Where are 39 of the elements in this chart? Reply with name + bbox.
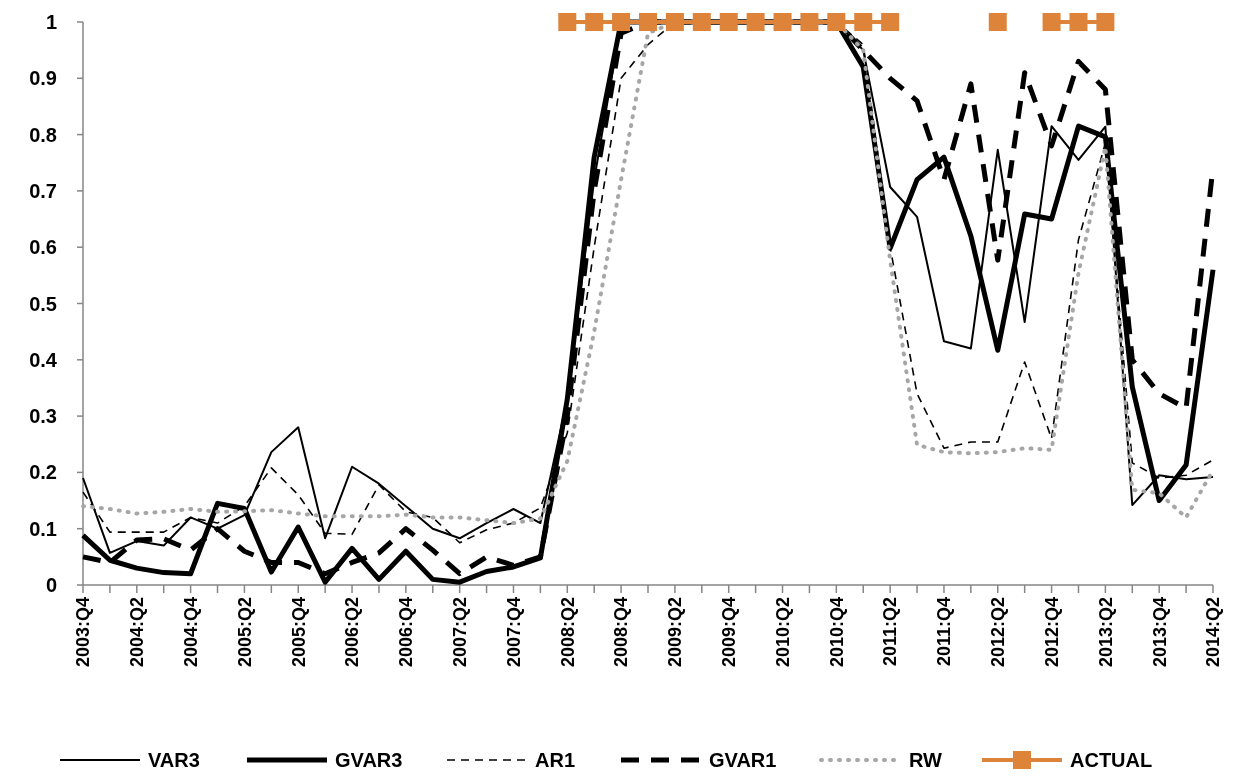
legend-label: GVAR1 xyxy=(709,749,777,771)
legend-label: AR1 xyxy=(535,749,576,771)
x-tick-label: 2007:Q4 xyxy=(503,597,524,668)
legend-label: VAR3 xyxy=(148,749,200,771)
x-tick-label: 2004:Q4 xyxy=(180,597,201,668)
x-tick-label: 2006:Q2 xyxy=(342,597,363,668)
y-tick-label: 0.6 xyxy=(29,236,57,259)
x-tick-label: 2012:Q2 xyxy=(988,597,1009,668)
y-tick-label: 0.8 xyxy=(29,123,57,146)
y-tick-label: 0.7 xyxy=(29,179,57,202)
x-tick-label: 2003:Q4 xyxy=(73,597,94,668)
x-tick-label: 2009:Q2 xyxy=(665,597,686,668)
x-tick-label: 2010:Q4 xyxy=(826,597,847,668)
x-tick-label: 2005:Q4 xyxy=(288,597,309,668)
x-tick-label: 2011:Q2 xyxy=(880,597,901,667)
x-tick-label: 2005:Q2 xyxy=(234,597,255,668)
x-tick-label: 2010:Q2 xyxy=(772,597,793,668)
x-tick-label: 2008:Q4 xyxy=(611,597,632,668)
x-tick-label: 2012:Q4 xyxy=(1041,597,1062,668)
y-tick-label: 0 xyxy=(45,574,57,596)
x-tick-label: 2014:Q2 xyxy=(1203,597,1224,668)
legend-label: GVAR3 xyxy=(335,749,403,771)
y-tick-label: 1 xyxy=(45,11,57,33)
x-tick-label: 2008:Q2 xyxy=(557,597,578,668)
x-tick-label: 2011:Q4 xyxy=(934,597,955,667)
x-tick-label: 2006:Q4 xyxy=(396,597,417,668)
y-tick-label: 0.2 xyxy=(29,461,57,484)
y-tick-label: 0.1 xyxy=(29,517,57,540)
y-tick-label: 0.9 xyxy=(29,67,57,90)
y-tick-label: 0.3 xyxy=(29,405,57,428)
x-tick-label: 2013:Q2 xyxy=(1095,597,1116,668)
y-tick-label: 0.4 xyxy=(29,348,58,371)
x-tick-label: 2004:Q2 xyxy=(127,597,148,668)
y-tick-label: 0.5 xyxy=(29,292,57,315)
x-tick-label: 2007:Q2 xyxy=(449,597,470,668)
x-tick-label: 2013:Q4 xyxy=(1149,597,1170,668)
x-tick-label: 2009:Q4 xyxy=(719,597,740,668)
legend-label: RW xyxy=(909,749,943,771)
legend-label: ACTUAL xyxy=(1070,749,1153,771)
